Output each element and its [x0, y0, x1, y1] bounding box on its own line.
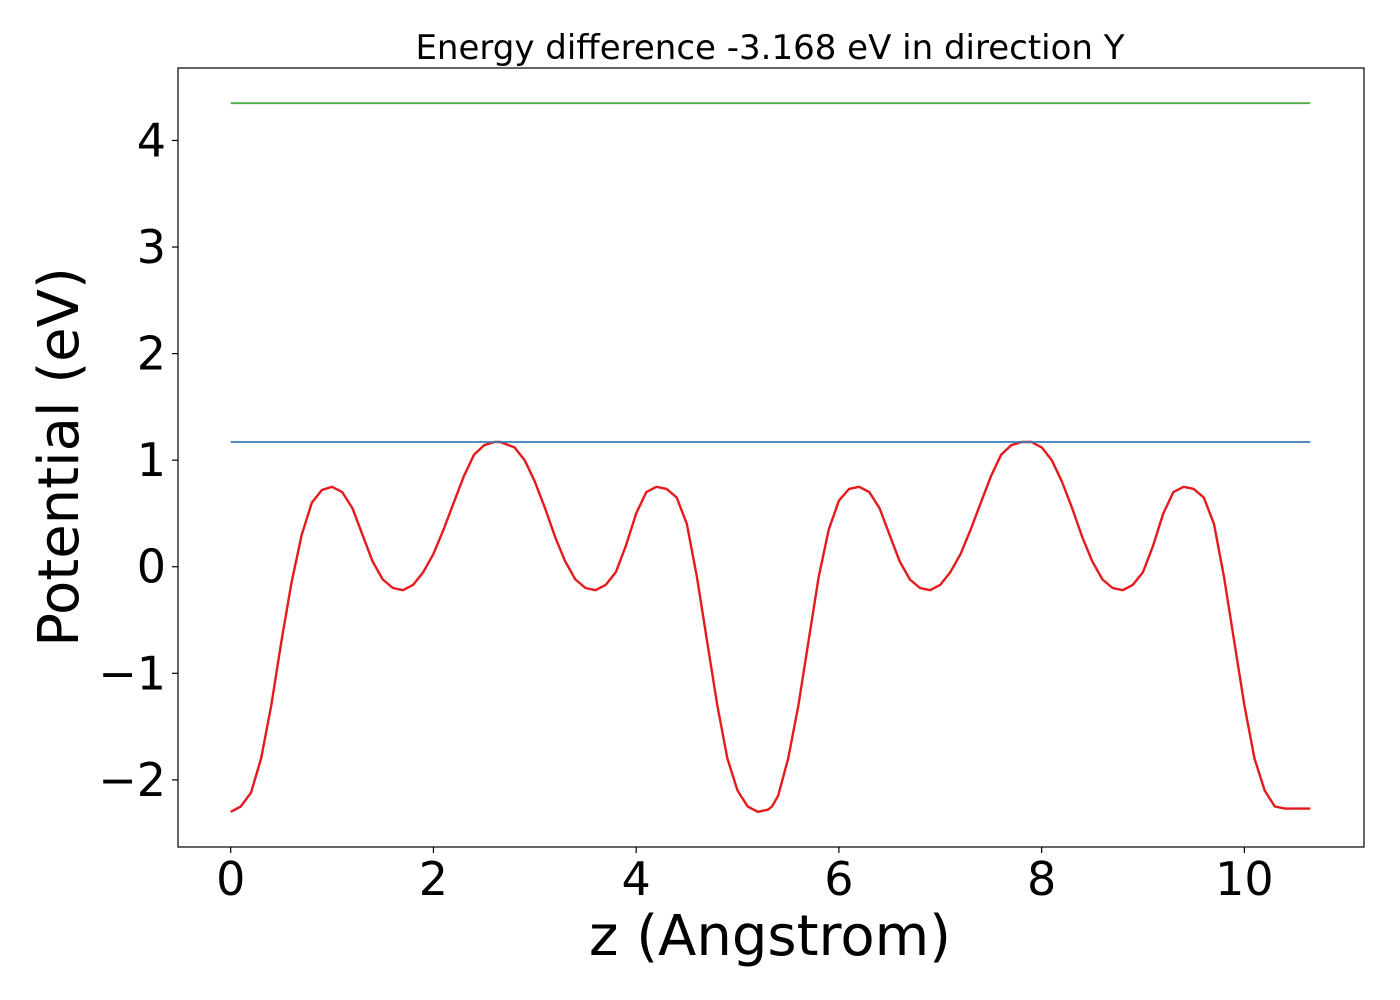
- y-tick-label: −2: [98, 753, 166, 807]
- x-axis-ticks: 0 2 4 6 8 10: [216, 847, 1274, 906]
- x-tick-label: 8: [1027, 852, 1056, 906]
- potential-curve: [230, 440, 1311, 813]
- x-tick-label: 0: [216, 852, 245, 906]
- y-tick-label: 1: [137, 433, 166, 487]
- y-tick-label: 0: [137, 540, 166, 594]
- plot-frame: [177, 67, 1365, 848]
- y-tick-label: 3: [137, 220, 166, 274]
- plot-lines: [230, 102, 1311, 813]
- x-tick-label: 6: [824, 852, 853, 906]
- chart-title: Energy difference -3.168 eV in direction…: [415, 28, 1124, 68]
- y-tick-label: 2: [137, 327, 166, 381]
- x-tick-label: 2: [419, 852, 448, 906]
- y-axis-ticks: −2 −1 0 1 2 3 4: [98, 113, 178, 807]
- x-tick-label: 10: [1215, 852, 1274, 906]
- y-tick-label: −1: [98, 646, 166, 700]
- y-axis-label: Potential (eV): [27, 267, 92, 647]
- x-axis-label: z (Angstrom): [589, 904, 951, 969]
- x-tick-label: 4: [622, 852, 651, 906]
- y-tick-label: 4: [137, 113, 166, 167]
